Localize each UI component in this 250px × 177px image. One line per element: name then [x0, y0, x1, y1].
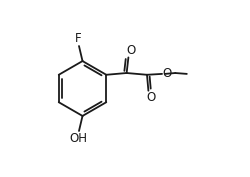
Text: O: O: [146, 91, 156, 104]
Text: O: O: [162, 67, 172, 80]
Text: O: O: [126, 44, 136, 57]
Text: F: F: [75, 32, 82, 45]
Text: OH: OH: [69, 132, 87, 145]
